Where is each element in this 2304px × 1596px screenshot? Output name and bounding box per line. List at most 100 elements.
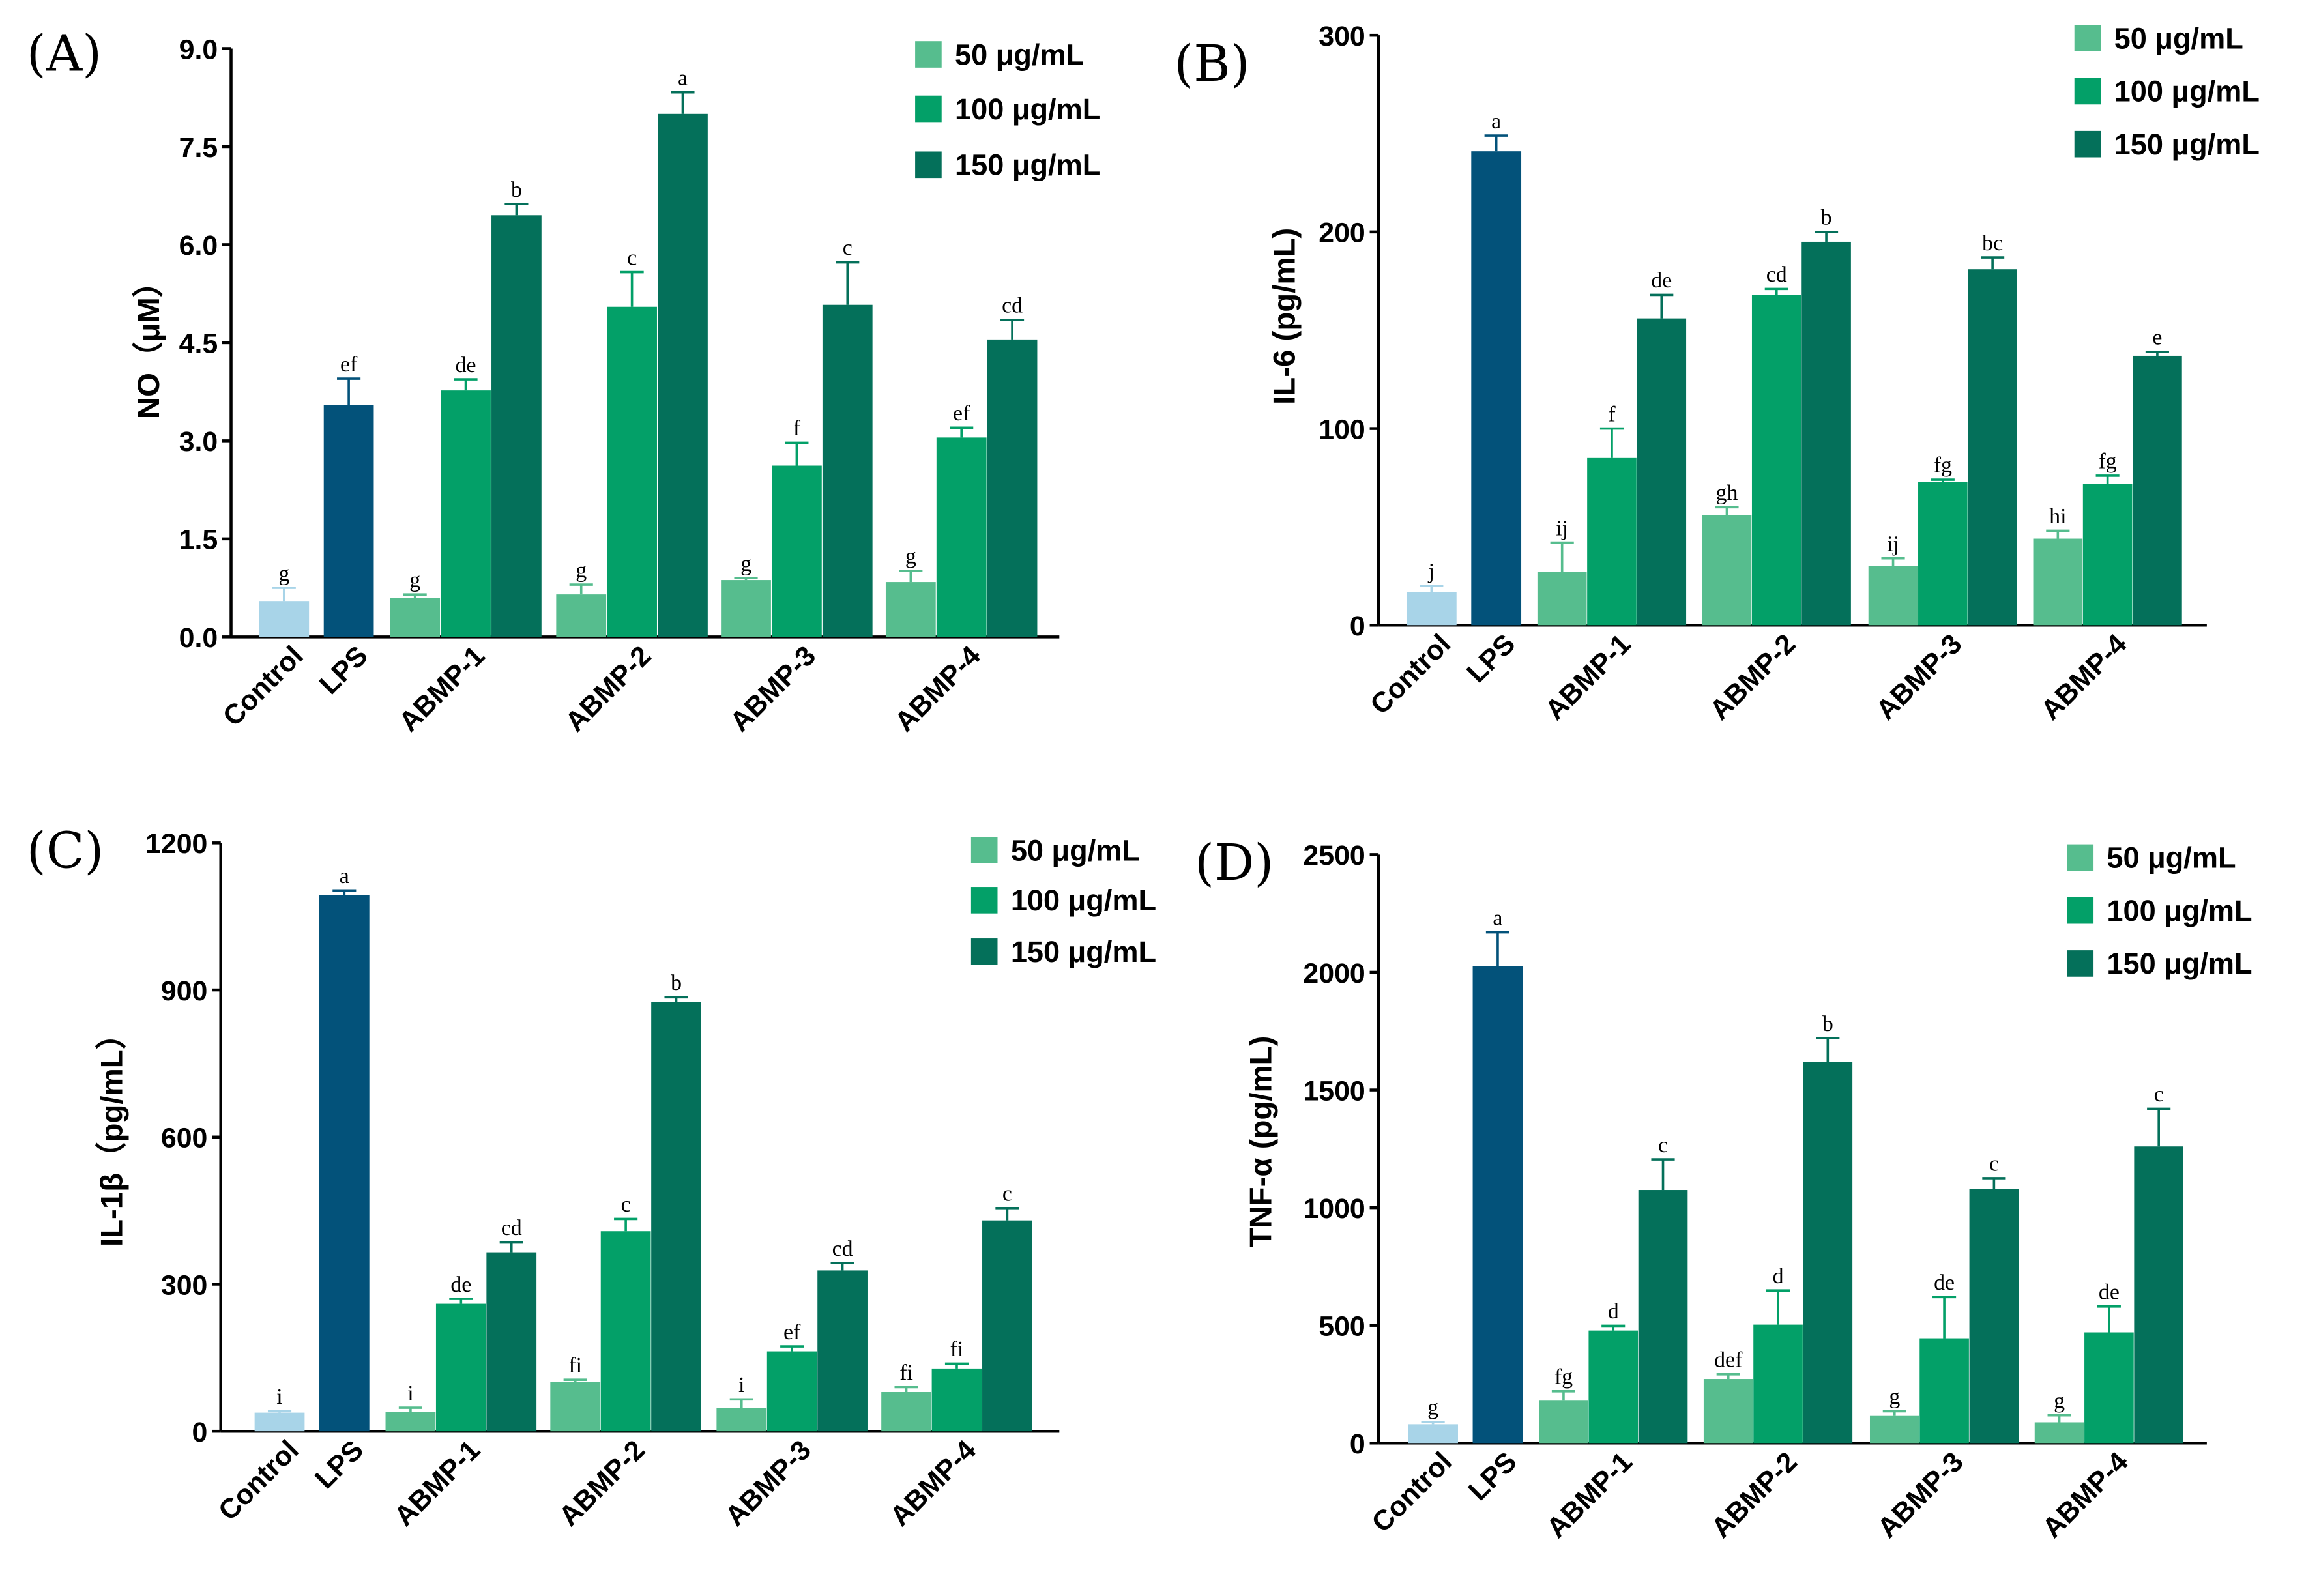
y-tick-label-d-4: 2000 — [1303, 958, 1365, 989]
bar-c-abmp-2-dose1-sig-label: fi — [568, 1354, 582, 1378]
bar-b-abmp-4-dose3-sig-label: e — [2152, 326, 2162, 350]
bar-c-control — [254, 1412, 305, 1432]
y-tick-label-d-5: 2500 — [1303, 840, 1365, 871]
legend-swatch-a-3 — [915, 151, 942, 179]
legend-label-d-2: 100 μg/mL — [2107, 894, 2252, 927]
legend-label-a-1: 50 μg/mL — [955, 38, 1084, 71]
bar-a-abmp-1-dose2 — [441, 390, 491, 637]
bar-a-abmp-2-dose3-sig-label: a — [678, 66, 688, 90]
y-tick-label-c-4: 1200 — [145, 828, 207, 860]
bar-a-control-sig-label: g — [278, 562, 289, 586]
bar-c-abmp-3-dose3 — [817, 1270, 868, 1432]
y-tick-label-b-3: 300 — [1319, 21, 1365, 52]
bar-d-abmp-3-dose1-sig-label: g — [1889, 1385, 1900, 1409]
bar-a-abmp-4-dose2-sig-label: ef — [953, 401, 970, 426]
bar-d-abmp-3-dose3-sig-label: c — [1989, 1152, 1999, 1176]
bar-d-abmp-2-dose3-sig-label: b — [1822, 1012, 1833, 1036]
bar-b-lps-sig-label: a — [1491, 109, 1501, 134]
y-tick-label-a-2: 3.0 — [179, 426, 218, 457]
bar-c-abmp-4-dose2-sig-label: fi — [950, 1337, 964, 1361]
bar-d-abmp-4-dose3 — [2134, 1146, 2183, 1444]
bar-b-abmp-2-dose2-sig-label: cd — [1766, 263, 1787, 287]
bar-a-abmp-1-dose2-sig-label: de — [456, 353, 476, 377]
bar-b-abmp-1-dose3 — [1637, 318, 1687, 626]
bar-d-lps-sig-label: a — [1493, 906, 1502, 930]
legend-swatch-d-1 — [2067, 844, 2094, 871]
bar-d-abmp-1-dose3 — [1638, 1190, 1688, 1444]
legend-label-a-2: 100 μg/mL — [955, 93, 1100, 126]
y-tick-label-b-1: 100 — [1319, 414, 1365, 445]
bar-d-control-sig-label: g — [1427, 1395, 1438, 1419]
bar-b-control — [1406, 591, 1457, 626]
y-axis-title-d: TNF-α (pg/mL) — [1244, 1036, 1278, 1247]
y-tick-label-d-0: 0 — [1350, 1429, 1365, 1460]
bar-a-abmp-3-dose3-sig-label: c — [843, 236, 853, 260]
bar-c-abmp-3-dose1 — [716, 1408, 767, 1432]
legend-swatch-b-1 — [2074, 25, 2101, 51]
bar-c-abmp-4-dose3 — [982, 1220, 1032, 1432]
bar-c-abmp-3-dose3-sig-label: cd — [832, 1237, 853, 1261]
legend-swatch-a-2 — [915, 95, 942, 123]
bar-b-abmp-1-dose1 — [1537, 572, 1587, 626]
bar-a-abmp-3-dose2-sig-label: f — [793, 416, 801, 441]
bar-a-abmp-3-dose3 — [822, 304, 873, 637]
bar-d-abmp-1-dose1-sig-label: fg — [1554, 1365, 1573, 1389]
legend-label-d-1: 50 μg/mL — [2107, 841, 2236, 875]
y-tick-label-d-1: 500 — [1319, 1311, 1365, 1342]
panel-letter-d: (D) — [1195, 834, 1274, 892]
legend-label-c-1: 50 μg/mL — [1011, 834, 1140, 867]
bar-b-abmp-1-dose3-sig-label: de — [1651, 268, 1672, 293]
y-tick-label-a-4: 6.0 — [179, 230, 218, 261]
legend-label-c-2: 100 μg/mL — [1011, 884, 1156, 917]
y-tick-label-c-2: 600 — [161, 1123, 208, 1154]
bar-d-abmp-1-dose2 — [1588, 1330, 1639, 1444]
y-tick-label-a-6: 9.0 — [179, 34, 218, 65]
bar-d-abmp-4-dose1 — [2034, 1422, 2084, 1444]
bar-c-lps-sig-label: a — [340, 864, 349, 888]
bar-b-abmp-1-dose2-sig-label: f — [1608, 402, 1616, 426]
bar-d-abmp-1-dose1 — [1539, 1400, 1588, 1444]
bar-c-abmp-1-dose1-sig-label: i — [407, 1382, 413, 1406]
y-tick-label-b-0: 0 — [1350, 611, 1365, 642]
panel-letter-a: (A) — [27, 25, 102, 83]
bar-d-abmp-2-dose3 — [1803, 1062, 1853, 1444]
bar-a-abmp-2-dose2-sig-label: c — [627, 246, 637, 270]
bar-b-abmp-4-dose2-sig-label: fg — [2099, 450, 2117, 474]
bar-b-abmp-4-dose3 — [2133, 355, 2182, 626]
bar-d-abmp-1-dose3-sig-label: c — [1658, 1133, 1668, 1157]
bar-d-abmp-4-dose3-sig-label: c — [2154, 1082, 2164, 1107]
bar-a-abmp-4-dose1 — [885, 582, 936, 637]
y-tick-label-a-0: 0.0 — [179, 622, 218, 654]
bar-b-abmp-3-dose1-sig-label: ij — [1887, 532, 1899, 556]
bar-b-abmp-2-dose2 — [1751, 295, 1801, 626]
bar-b-abmp-4-dose1-sig-label: hi — [2049, 504, 2066, 529]
chart-panel-b: (B) IL-6 (pg/mL) 0 100 200 300 j a ij f de gh cd b ij f… — [1174, 21, 2260, 726]
bar-c-lps — [319, 895, 370, 1432]
bar-b-abmp-3-dose3 — [1968, 269, 2017, 626]
bar-a-lps — [323, 405, 374, 637]
y-axis-title-c: IL-1β（pg/mL） — [95, 1019, 130, 1247]
bar-c-abmp-2-dose1 — [550, 1382, 601, 1432]
bar-b-abmp-2-dose1 — [1702, 515, 1752, 626]
panel-letter-c: (C) — [27, 822, 104, 880]
bar-d-abmp-3-dose2-sig-label: de — [1934, 1271, 1955, 1295]
bar-d-abmp-4-dose2-sig-label: de — [2099, 1281, 2120, 1305]
bar-c-abmp-2-dose2 — [600, 1231, 651, 1432]
bar-a-abmp-1-dose1-sig-label: g — [409, 568, 420, 592]
y-tick-label-c-3: 900 — [161, 976, 208, 1007]
bar-c-abmp-1-dose2 — [435, 1303, 486, 1432]
y-tick-label-d-2: 1000 — [1303, 1193, 1365, 1225]
bar-c-abmp-2-dose3 — [651, 1002, 701, 1432]
bar-d-abmp-4-dose1-sig-label: g — [2054, 1389, 2065, 1413]
bar-b-abmp-1-dose2 — [1587, 457, 1637, 626]
bar-a-control — [259, 601, 310, 637]
bar-b-abmp-3-dose2 — [1918, 482, 1968, 626]
bar-d-abmp-2-dose2 — [1753, 1324, 1803, 1444]
bar-c-abmp-3-dose2 — [766, 1351, 817, 1432]
bar-a-abmp-4-dose1-sig-label: g — [905, 545, 916, 569]
legend-label-a-3: 150 μg/mL — [955, 149, 1100, 182]
bar-a-abmp-4-dose3 — [987, 339, 1038, 637]
bar-a-lps-sig-label: ef — [340, 353, 358, 377]
